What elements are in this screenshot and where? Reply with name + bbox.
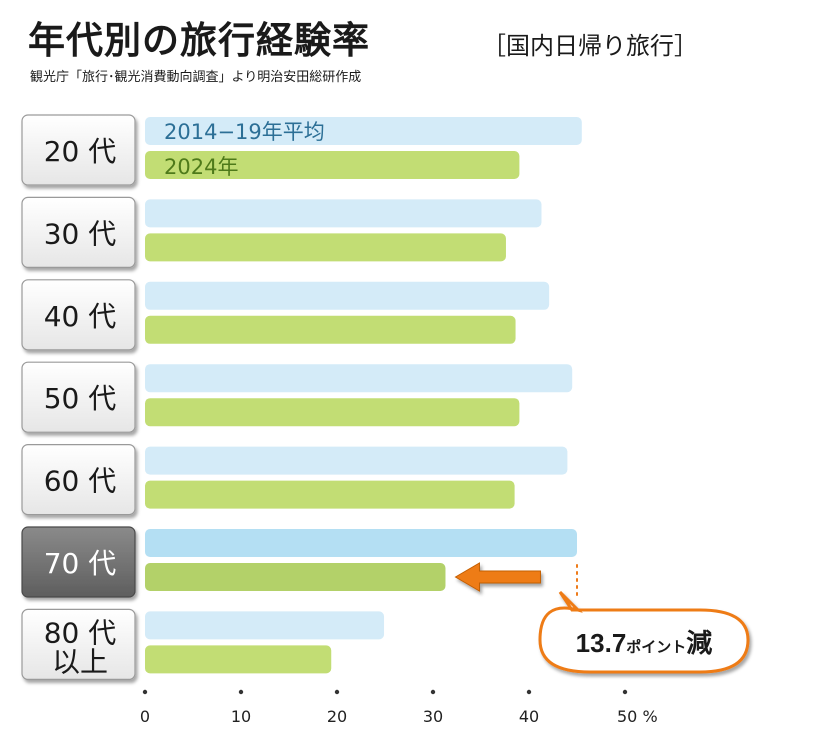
bar-series-1 — [145, 529, 577, 557]
bar-series-1 — [145, 611, 385, 640]
series-2-label: 2024年 — [164, 155, 238, 179]
bar-series-2 — [145, 645, 332, 674]
reduction-callout: 13.7ポイント減 — [576, 628, 713, 658]
category-label: 20 代 — [44, 135, 117, 168]
bar-series-2 — [145, 563, 446, 591]
category-box — [21, 114, 136, 186]
axis-tick-label: 40 — [519, 707, 539, 726]
bar-series-2 — [145, 315, 516, 344]
category-box — [21, 361, 136, 433]
category-box — [21, 196, 136, 268]
bar-series-2 — [145, 151, 520, 179]
bar-series-2 — [145, 233, 506, 262]
category-label: 80 代以上 — [44, 616, 117, 678]
bar-series-1 — [145, 199, 542, 228]
axis-tick-label: 50 % — [617, 707, 658, 726]
axis-tick-dot — [526, 689, 532, 695]
bar-series-1 — [145, 364, 573, 393]
chart-title: 年代別の旅行経験率 — [28, 19, 370, 62]
bar-series-1 — [145, 281, 550, 310]
axis-tick-dot — [430, 689, 436, 695]
source-note: 観光庁「旅行･観光消費動向調査」より明治安田総研作成 — [30, 70, 362, 85]
category-box — [21, 279, 136, 351]
axis-tick-dot — [142, 689, 148, 695]
category-box — [21, 526, 136, 598]
reduction-arrow — [454, 562, 541, 592]
category-label: 70 代 — [44, 547, 117, 580]
axis-tick-label: 20 — [327, 707, 347, 726]
category-box — [21, 444, 136, 516]
series-1-label: 2014−19年平均 — [164, 120, 325, 144]
bar-series-2 — [145, 398, 520, 427]
axis-tick-label: 10 — [231, 707, 251, 726]
axis-tick-label: 30 — [423, 707, 443, 726]
category-box — [21, 608, 136, 681]
axis-tick-dot — [622, 689, 628, 695]
category-label: 60 代 — [44, 465, 117, 498]
bar-series-1 — [145, 446, 568, 475]
bar-series-1 — [145, 117, 582, 145]
axis-tick-label: 0 — [140, 707, 150, 726]
axis-tick-dot — [334, 689, 340, 695]
category-label: 30 代 — [44, 217, 117, 250]
category-label: 50 代 — [44, 382, 117, 415]
chart-subtitle: ［国内日帰り旅行］ — [482, 32, 698, 60]
bar-series-2 — [145, 480, 515, 509]
callout-bubble — [538, 590, 750, 674]
axis-tick-dot — [238, 689, 244, 695]
category-label: 40 代 — [44, 300, 117, 333]
